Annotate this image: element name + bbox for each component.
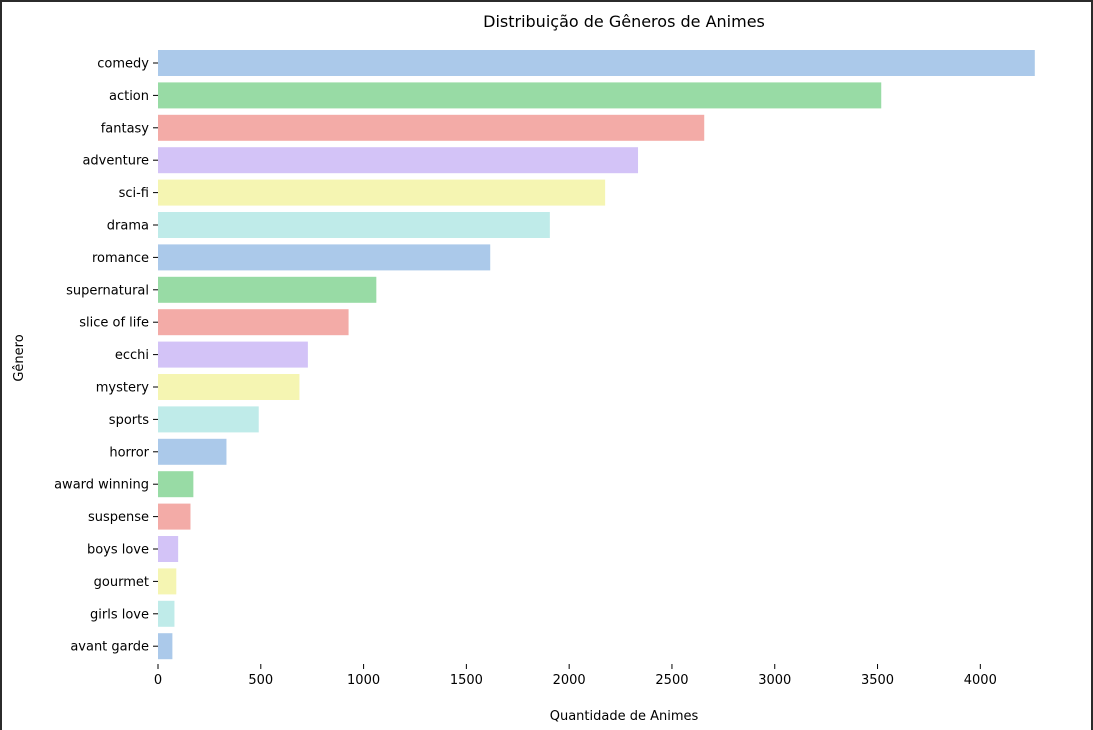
y-tick-label: supernatural: [66, 283, 149, 298]
y-tick-label: slice of life: [79, 316, 149, 331]
y-tick-label: mystery: [96, 381, 150, 396]
bar-slice-of-life: [158, 309, 349, 336]
bar-mystery: [158, 374, 300, 400]
y-tick-label: romance: [92, 251, 149, 266]
y-tick-label: drama: [107, 219, 149, 234]
bar-sports: [158, 406, 259, 433]
y-tick-label: girls love: [90, 607, 149, 622]
y-tick-label: comedy: [97, 57, 149, 72]
bar-adventure: [158, 147, 639, 174]
y-tick-label: adventure: [82, 154, 149, 169]
x-tick-label: 2000: [553, 673, 586, 688]
y-tick-label: award winning: [54, 478, 149, 493]
y-tick-label: horror: [109, 445, 149, 460]
bar-boys-love: [158, 536, 179, 562]
y-tick-label: avant garde: [70, 640, 149, 655]
bar-suspense: [158, 503, 191, 530]
bars-group: [158, 50, 1035, 660]
bar-sci-fi: [158, 179, 606, 206]
y-tick-label: sports: [109, 413, 149, 428]
y-tick-label: fantasy: [101, 121, 150, 136]
bar-fantasy: [158, 114, 705, 141]
bar-romance: [158, 244, 491, 271]
y-tick-labels: comedy action fantasy adventure sci-fi drama r…: [54, 57, 158, 655]
y-tick-label: ecchi: [115, 348, 149, 363]
x-axis-title: Quantidade de Animes: [550, 709, 699, 724]
y-tick-label: gourmet: [94, 575, 149, 590]
x-tick-label: 3500: [861, 673, 894, 688]
bar-award-winning: [158, 471, 194, 498]
x-tick-label: 500: [248, 673, 273, 688]
x-tick-label: 3000: [758, 673, 791, 688]
bar-comedy: [158, 50, 1035, 76]
x-tick-label: 1500: [450, 673, 483, 688]
y-axis-title: Gênero: [12, 334, 27, 381]
x-tick-label: 4000: [964, 673, 997, 688]
bar-supernatural: [158, 276, 377, 303]
x-tick-label: 2500: [655, 673, 688, 688]
chart-title: Distribuição de Gêneros de Animes: [483, 12, 765, 31]
bar-action: [158, 82, 882, 109]
bar-avant-garde: [158, 633, 173, 660]
y-tick-label: sci-fi: [119, 186, 149, 201]
y-tick-label: boys love: [87, 543, 149, 558]
x-tick-label: 0: [154, 673, 162, 688]
x-tick-label: 1000: [347, 673, 380, 688]
y-tick-label: action: [109, 89, 149, 104]
bar-gourmet: [158, 568, 177, 595]
x-axis: 0 500 1000 1500 2000 2500 3000 3500 4000: [154, 664, 997, 688]
bar-girls-love: [158, 600, 175, 627]
bar-horror: [158, 438, 227, 465]
bar-drama: [158, 212, 550, 238]
bar-ecchi: [158, 341, 308, 368]
y-tick-label: suspense: [88, 510, 149, 525]
